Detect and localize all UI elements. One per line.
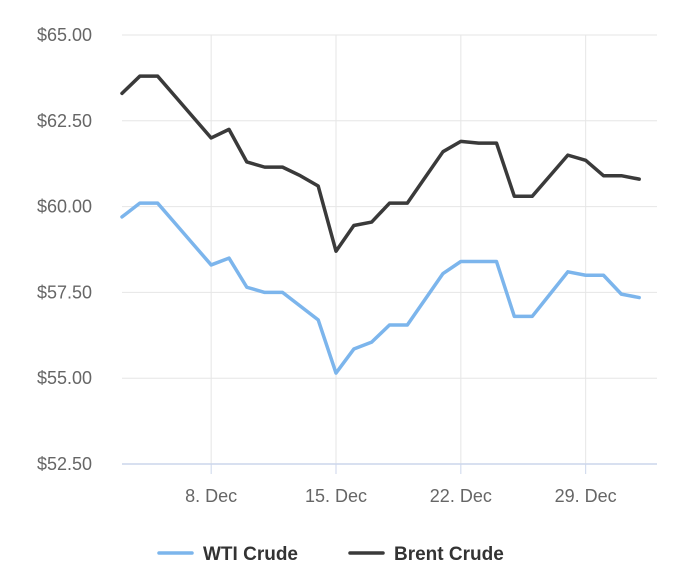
legend-label: WTI Crude — [203, 544, 298, 565]
axes: $52.50 $55.00 $57.50 $60.00 $62.50 $65.00 8. D… — [37, 25, 657, 506]
y-tick-label: $65.00 — [37, 25, 92, 45]
x-tick-label: 15. Dec — [305, 486, 367, 506]
y-tick-label: $60.00 — [37, 197, 92, 217]
legend-item-brent-crude[interactable]: Brent Crude — [348, 544, 504, 565]
x-tick-label: 29. Dec — [555, 486, 617, 506]
series-line-brent-crude[interactable] — [120, 74, 641, 253]
x-tick-label: 8. Dec — [185, 486, 237, 506]
y-tick-label: $55.00 — [37, 368, 92, 388]
series — [120, 74, 641, 375]
y-tick-label: $52.50 — [37, 454, 92, 474]
legend-item-wti-crude[interactable]: WTI Crude — [157, 544, 298, 565]
legend[interactable]: WTI Crude Brent Crude — [157, 544, 504, 565]
series-line-wti-crude[interactable] — [120, 201, 641, 375]
y-tick-label: $62.50 — [37, 111, 92, 131]
legend-label: Brent Crude — [394, 544, 504, 565]
grid — [122, 34, 657, 464]
y-tick-label: $57.50 — [37, 282, 92, 302]
x-tick-label: 22. Dec — [430, 486, 492, 506]
